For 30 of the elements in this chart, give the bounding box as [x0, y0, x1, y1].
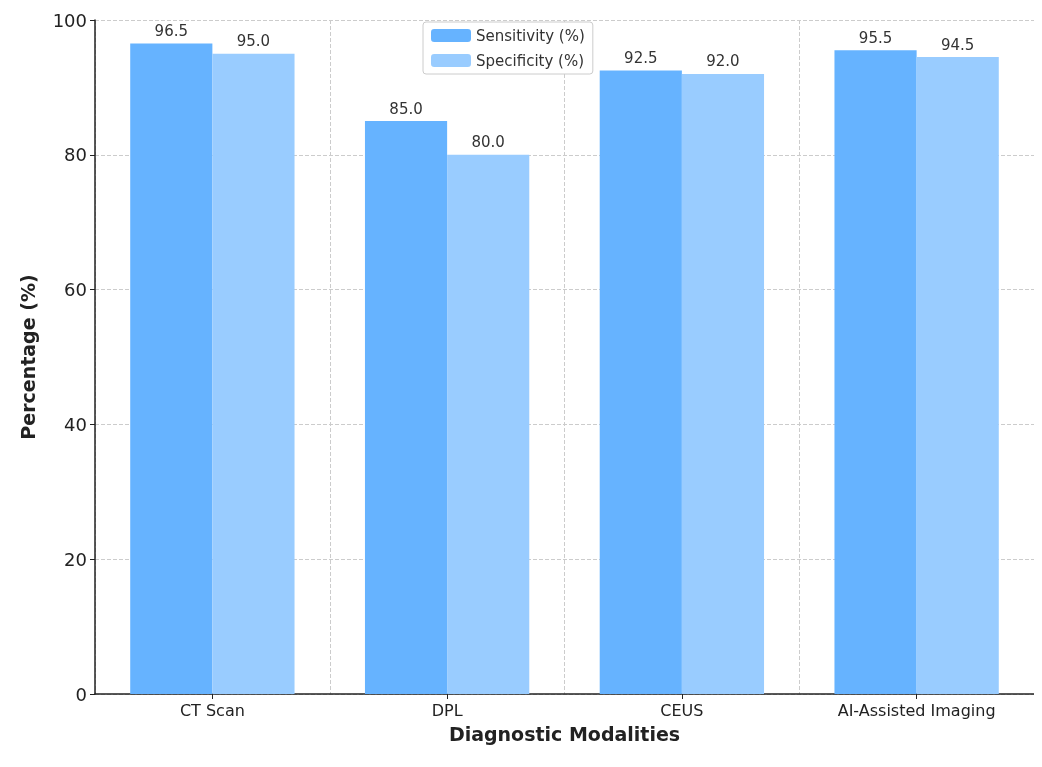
- data-label: 94.5: [941, 35, 975, 54]
- x-tick-label: AI-Assisted Imaging: [837, 700, 996, 720]
- data-label: 92.0: [706, 52, 740, 71]
- y-tick-label: 80: [64, 144, 87, 166]
- data-label: 95.0: [236, 32, 271, 51]
- y-tick-label: 60: [64, 279, 87, 301]
- x-tick-label: DPL: [431, 700, 463, 720]
- bar: [212, 53, 295, 694]
- data-label: 85.0: [389, 99, 423, 118]
- y-tick-label: 20: [64, 548, 87, 570]
- bar: [130, 43, 213, 694]
- data-label: 80.0: [471, 133, 505, 152]
- x-tick-label: CT Scan: [179, 700, 245, 720]
- data-label: 92.5: [624, 49, 658, 68]
- y-tick-label: 100: [52, 9, 87, 31]
- y-axis-title: Percentage (%): [16, 274, 39, 440]
- legend-label: Specificity (%): [476, 51, 585, 70]
- bar: [834, 50, 917, 694]
- legend-label: Sensitivity (%): [476, 26, 585, 45]
- bar: [364, 121, 448, 694]
- bar: [916, 57, 999, 694]
- x-axis-title: Diagnostic Modalities: [448, 722, 681, 745]
- x-tick-label: CEUS: [660, 700, 704, 720]
- bar: [681, 73, 765, 694]
- y-tick-label: 40: [64, 413, 87, 435]
- bar: [447, 154, 530, 694]
- y-tick-label: 0: [75, 683, 87, 705]
- data-label: 95.5: [858, 28, 893, 47]
- data-label: 96.5: [154, 22, 188, 41]
- bar: [599, 70, 682, 694]
